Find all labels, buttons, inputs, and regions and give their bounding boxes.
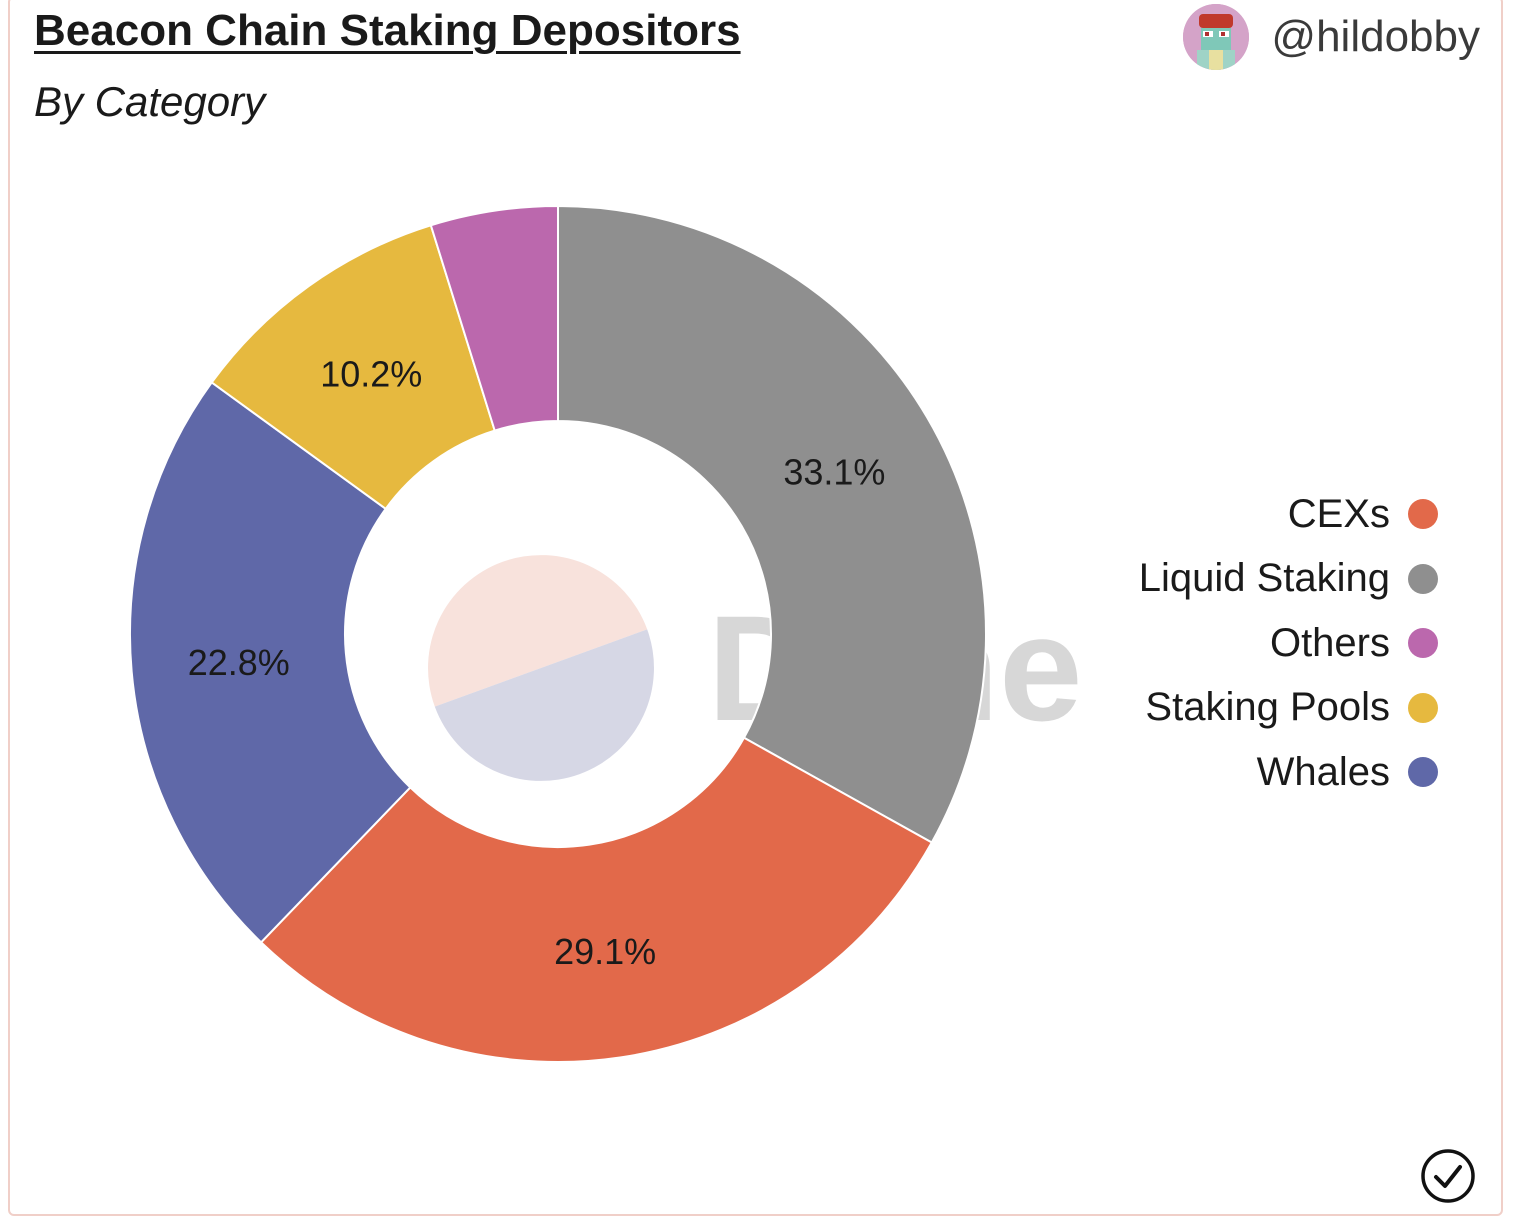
center-logo [428,555,654,781]
slice-label-staking-pools: 10.2% [320,354,422,395]
legend-label: Staking Pools [1145,685,1390,730]
legend-item-others[interactable]: Others [1139,611,1438,676]
legend-swatch [1408,628,1438,659]
slice-label-liquid-staking: 33.1% [783,452,885,493]
author-handle[interactable]: @hildobby [1271,12,1480,61]
legend-swatch [1408,692,1438,723]
slice-liquid-staking[interactable] [557,204,987,844]
legend-label: CEXs [1287,491,1390,536]
author-block[interactable]: @hildobby [1183,4,1480,70]
legend-item-liquid-staking[interactable]: Liquid Staking [1139,547,1438,612]
legend-swatch [1408,499,1438,530]
chart-title: Beacon Chain Staking Depositors [34,6,741,55]
logo-bottom-half [434,629,654,781]
legend-item-staking-pools[interactable]: Staking Pools [1139,676,1438,741]
slice-label-whales: 22.8% [188,642,290,683]
avatar-icon[interactable] [1183,4,1250,70]
legend-label: Whales [1256,749,1390,794]
legend-label: Others [1269,620,1390,665]
legend-swatch [1408,757,1438,788]
checkmark-circle-icon[interactable] [1420,1148,1476,1204]
slice-label-cexs: 29.1% [554,931,656,972]
legend-item-whales[interactable]: Whales [1139,740,1438,805]
legend-item-cexs[interactable]: CEXs [1139,482,1438,547]
legend-swatch [1408,563,1438,594]
legend: CEXs Liquid Staking Others Staking Pools Wha… [1139,482,1438,805]
legend-label: Liquid Staking [1138,556,1390,601]
slice-others[interactable] [429,204,559,432]
logo-top-half [428,555,648,707]
slice-whales[interactable] [129,381,412,944]
chart-subtitle: By Category [34,78,266,125]
slice-cexs[interactable] [259,736,934,1063]
